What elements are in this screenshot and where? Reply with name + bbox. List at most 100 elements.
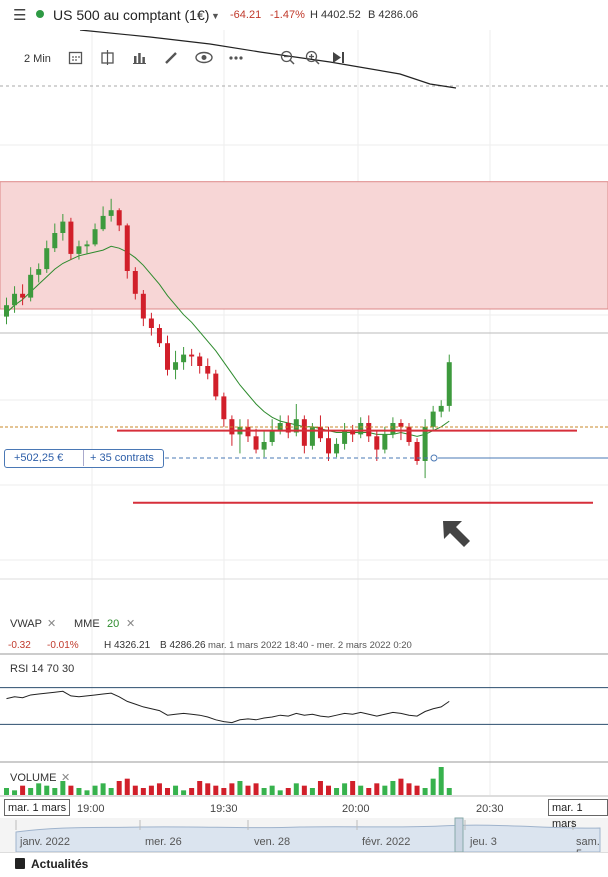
day-low: B 4286.06 — [368, 9, 419, 21]
candle — [36, 269, 42, 275]
candle — [60, 221, 66, 233]
volume-bar — [60, 781, 66, 795]
volume-bar — [317, 781, 323, 795]
rsi-legend[interactable]: RSI 14 70 30 — [10, 663, 75, 675]
status-date-range: mar. 1 mars 2022 18:40 - mer. 2 mars 202… — [208, 640, 412, 651]
more-dots-icon[interactable] — [228, 50, 244, 68]
candle — [148, 318, 154, 328]
volume-bar — [438, 767, 444, 795]
volume-bar — [406, 783, 412, 795]
candle — [132, 271, 138, 294]
skip-end-icon[interactable] — [331, 50, 346, 68]
volume-bar — [430, 778, 436, 795]
position-badge[interactable] — [4, 449, 164, 468]
volume-bar — [173, 785, 179, 795]
candle — [28, 274, 34, 298]
news-label[interactable]: Actualités — [31, 857, 89, 871]
candle — [156, 328, 162, 344]
position-pnl: +502,25 € — [14, 452, 64, 464]
candle — [76, 246, 82, 254]
mme-remove-icon[interactable]: ✕ — [126, 618, 136, 630]
candle — [44, 248, 50, 270]
volume-bar — [293, 783, 299, 795]
volume-bar — [245, 785, 251, 795]
candle — [108, 210, 114, 216]
instrument-title[interactable]: US 500 au comptant (1€) — [53, 7, 210, 23]
volume-bar — [132, 785, 138, 795]
time-tick: 19:30 — [210, 803, 238, 815]
arrow-icon — [443, 521, 470, 547]
pane-separators — [0, 578, 608, 797]
live-status-dot — [36, 10, 44, 18]
candle — [334, 443, 340, 454]
volume-bar — [36, 783, 42, 795]
candle — [390, 423, 396, 435]
volume-bar — [374, 783, 380, 795]
time-tick: 19:00 — [77, 803, 105, 815]
candle — [342, 430, 348, 444]
candle — [317, 426, 323, 439]
candle — [261, 442, 267, 450]
change-percent: -1.47% — [270, 9, 305, 21]
candle — [100, 215, 106, 230]
pencil-icon[interactable] — [164, 50, 179, 68]
volume-bar — [84, 790, 90, 795]
volume-bar — [124, 778, 130, 795]
candle — [350, 430, 356, 435]
volume-bar — [116, 781, 122, 795]
navigator-label: ven. 28 — [254, 836, 291, 848]
volume-bar — [382, 785, 388, 795]
position-quantity: + 35 contrats — [90, 452, 154, 464]
volume-bar — [20, 785, 26, 795]
volume-bar — [213, 785, 219, 795]
candle — [116, 210, 122, 226]
mme-line-layer — [6, 245, 450, 437]
candle — [20, 293, 26, 298]
chevron-down-icon[interactable]: ▼ — [211, 11, 220, 21]
candle — [269, 430, 275, 442]
rsi-pane — [0, 687, 608, 725]
volume-bar — [398, 778, 404, 795]
candle — [52, 233, 58, 249]
volume-bar — [253, 783, 259, 795]
volume-bar — [446, 788, 452, 795]
candle — [446, 362, 452, 406]
position-handle — [430, 454, 438, 462]
interval-selector[interactable]: 2 Min — [24, 53, 51, 65]
volume-bar — [148, 785, 154, 795]
vwap-remove-icon[interactable]: ✕ — [47, 618, 57, 630]
menu-icon[interactable]: ☰ — [13, 7, 27, 24]
candle — [140, 293, 146, 319]
volume-bar — [165, 788, 170, 795]
eye-icon[interactable] — [195, 50, 213, 68]
volume-bar — [422, 788, 428, 795]
price-chart[interactable] — [0, 0, 608, 852]
volume-bar — [390, 781, 396, 795]
candle — [181, 354, 187, 363]
calendar-grid-icon[interactable] — [68, 50, 83, 68]
volume-remove-icon[interactable]: ✕ — [61, 772, 71, 784]
candle — [309, 426, 315, 446]
mme-line — [6, 245, 450, 437]
vwap-legend[interactable]: VWAP — [10, 618, 42, 630]
time-tick: 20:30 — [476, 803, 504, 815]
candle-type-icon[interactable] — [100, 50, 115, 68]
mme-legend[interactable]: MME — [74, 618, 100, 630]
zoom-out-icon[interactable] — [280, 50, 295, 68]
candle — [301, 419, 307, 446]
candle — [382, 434, 388, 450]
navigator-handle — [454, 817, 464, 852]
volume-bar — [366, 788, 372, 795]
volume-bar — [28, 788, 34, 795]
volume-bar — [68, 785, 74, 795]
news-bar[interactable] — [0, 852, 608, 877]
levels-layer — [0, 426, 608, 504]
bar-chart-icon[interactable] — [132, 50, 147, 68]
volume-legend[interactable]: VOLUME — [10, 772, 57, 784]
candle — [253, 436, 259, 450]
volume-bar — [52, 788, 58, 795]
zoom-in-icon[interactable] — [305, 50, 320, 68]
candle — [326, 438, 331, 454]
candle — [438, 405, 444, 412]
news-icon — [15, 858, 25, 869]
